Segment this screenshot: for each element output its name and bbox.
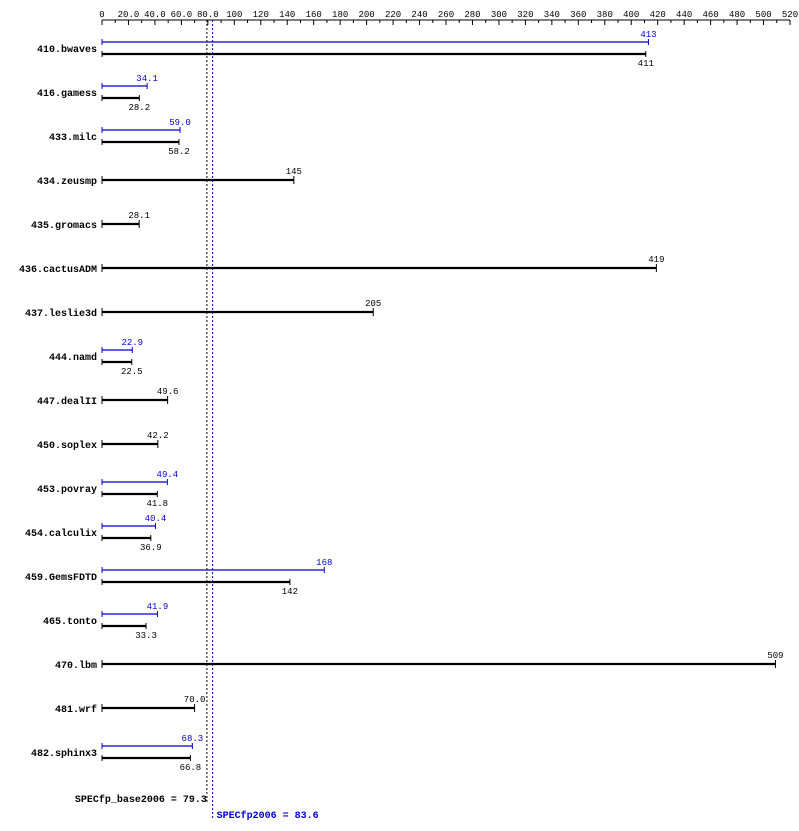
x-axis-tick-label: 100	[226, 10, 242, 20]
benchmark-value: 59.0	[169, 118, 191, 128]
benchmark-value: 28.2	[129, 103, 151, 113]
benchmark-value: 509	[767, 651, 783, 661]
peak-score-label: SPECfp2006 = 83.6	[217, 810, 319, 822]
benchmark-value: 36.9	[140, 543, 162, 553]
benchmark-bar-chart: 0 20.0 40.0 60.0 80.0 100 120 140 160 180 200 220 24…	[0, 0, 799, 831]
benchmark-value: 41.8	[146, 499, 168, 509]
benchmark-label: 444.namd	[49, 352, 97, 364]
benchmark-value: 22.5	[121, 367, 143, 377]
benchmark-value: 49.6	[157, 387, 179, 397]
x-axis-tick-label: 140	[279, 10, 295, 20]
x-axis-tick-label: 240	[411, 10, 427, 20]
benchmark-value: 413	[640, 30, 656, 40]
benchmark-value: 28.1	[128, 211, 150, 221]
benchmark-value: 70.0	[184, 695, 206, 705]
x-axis-tick-label: 20.0	[118, 10, 140, 20]
base-score-label: SPECfp_base2006 = 79.3	[75, 794, 207, 806]
x-axis-tick-label: 320	[517, 10, 533, 20]
benchmark-value: 34.1	[136, 74, 158, 84]
x-axis-tick-label: 440	[676, 10, 692, 20]
benchmark-value: 40.4	[145, 514, 167, 524]
x-axis-tick-label: 220	[385, 10, 401, 20]
x-axis-tick-label: 200	[359, 10, 375, 20]
benchmark-value: 168	[316, 558, 332, 568]
x-axis-tick-label: 380	[597, 10, 613, 20]
benchmark-value: 58.2	[168, 147, 190, 157]
benchmark-label: 481.wrf	[55, 704, 97, 716]
benchmark-value: 419	[648, 255, 664, 265]
benchmark-value: 142	[282, 587, 298, 597]
x-axis-tick-label: 0	[99, 10, 104, 20]
x-axis-tick-label: 180	[332, 10, 348, 20]
benchmark-label: 447.dealII	[37, 396, 97, 408]
x-axis-tick-label: 460	[703, 10, 719, 20]
benchmark-value: 411	[638, 59, 654, 69]
x-axis-tick-label: 300	[491, 10, 507, 20]
x-axis-tick-label: 520	[782, 10, 798, 20]
benchmark-value: 145	[286, 167, 302, 177]
benchmark-label: 450.soplex	[37, 440, 97, 452]
benchmark-label: 436.cactusADM	[19, 265, 97, 276]
benchmark-value: 22.9	[121, 338, 143, 348]
benchmark-value: 205	[365, 299, 381, 309]
x-axis-tick-label: 500	[755, 10, 771, 20]
benchmark-value: 66.8	[180, 763, 202, 773]
x-axis-tick-label: 120	[253, 10, 269, 20]
x-axis-tick-label: 420	[650, 10, 666, 20]
benchmark-value: 68.3	[182, 734, 204, 744]
benchmark-value: 33.3	[135, 631, 157, 641]
benchmark-label: 454.calculix	[25, 528, 97, 540]
benchmark-label: 435.gromacs	[31, 221, 97, 232]
benchmark-value: 49.4	[157, 470, 179, 480]
x-axis-tick-label: 480	[729, 10, 745, 20]
x-axis-tick-label: 80.0	[197, 10, 219, 20]
x-axis-tick-label: 40.0	[144, 10, 166, 20]
benchmark-label: 465.tonto	[43, 617, 97, 628]
benchmark-label: 433.milc	[49, 132, 97, 144]
x-axis-tick-label: 260	[438, 10, 454, 20]
benchmark-label: 459.GemsFDTD	[25, 573, 97, 584]
x-axis-tick-label: 360	[570, 10, 586, 20]
benchmark-label: 416.gamess	[37, 89, 97, 100]
benchmark-label: 434.zeusmp	[37, 177, 97, 188]
x-axis-tick-label: 280	[464, 10, 480, 20]
x-axis-tick-label: 160	[306, 10, 322, 20]
benchmark-label: 453.povray	[37, 485, 97, 496]
benchmark-label: 470.lbm	[55, 660, 97, 672]
benchmark-value: 42.2	[147, 431, 169, 441]
x-axis-tick-label: 340	[544, 10, 560, 20]
benchmark-label: 410.bwaves	[37, 44, 97, 56]
benchmark-label: 437.leslie3d	[25, 308, 97, 320]
benchmark-label: 482.sphinx3	[31, 748, 97, 760]
x-axis-tick-label: 400	[623, 10, 639, 20]
x-axis-tick-label: 60.0	[171, 10, 193, 20]
benchmark-value: 41.9	[147, 602, 169, 612]
